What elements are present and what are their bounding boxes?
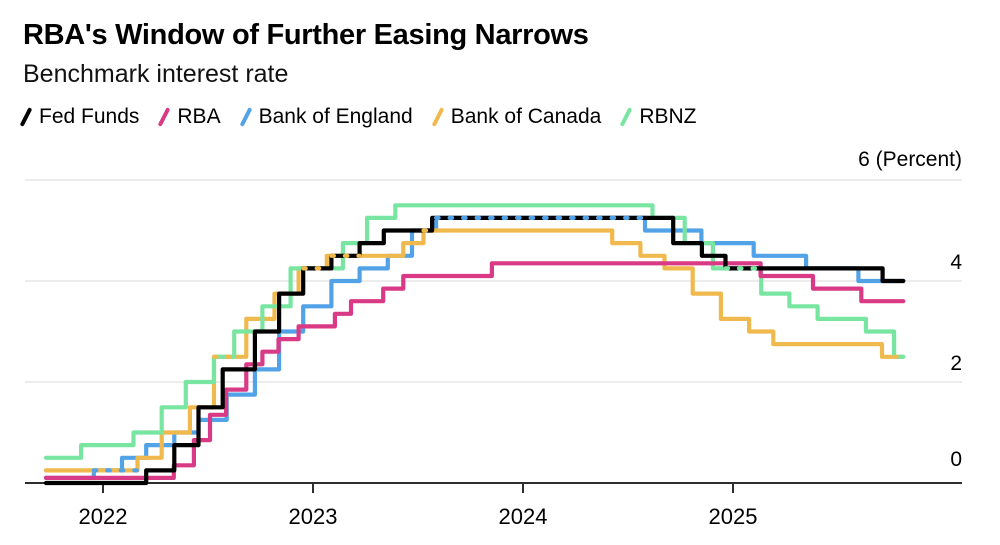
- legend-item-fed-funds[interactable]: Fed Funds: [19, 105, 140, 129]
- legend-item-bank-of-england[interactable]: Bank of England: [239, 105, 413, 129]
- y-label-6-percent: 6 (Percent): [858, 148, 962, 171]
- series-line-bank-of-england: [43, 215, 906, 480]
- legend-label-bank-of-england: Bank of England: [258, 105, 413, 128]
- y-axis-labels: 6 (Percent) 4 2 0: [858, 148, 962, 471]
- x-label-2023: 2023: [289, 504, 338, 529]
- series-line-fed-funds: [43, 215, 906, 486]
- y-label-4: 4: [950, 251, 962, 274]
- legend-label-fed-funds: Fed Funds: [39, 105, 140, 128]
- legend-item-rba[interactable]: RBA: [158, 105, 221, 129]
- legend-label-bank-of-canada: Bank of Canada: [450, 105, 602, 128]
- x-axis-labels: 2022 2023 2024 2025: [79, 504, 758, 529]
- x-label-2022: 2022: [79, 504, 128, 529]
- x-label-2025: 2025: [709, 504, 758, 529]
- legend-label-rbnz: RBNZ: [639, 105, 697, 128]
- y-label-0: 0: [950, 448, 962, 471]
- legend-item-rbnz[interactable]: RBNZ: [619, 105, 697, 129]
- chart-subtitle: Benchmark interest rate: [23, 60, 289, 88]
- series-line-bank-of-canada: [43, 228, 906, 473]
- x-label-2024: 2024: [499, 504, 548, 529]
- overlap-dash-markers: [91, 215, 906, 473]
- legend: Fed Funds RBA Bank of England Bank of Ca…: [19, 105, 697, 129]
- y-label-2: 2: [950, 352, 962, 375]
- legend-label-rba: RBA: [177, 105, 221, 128]
- series-line-rbnz: [43, 203, 906, 460]
- x-axis-ticks: [102, 484, 734, 493]
- legend-item-bank-of-canada[interactable]: Bank of Canada: [431, 105, 602, 129]
- series-lines: [43, 203, 906, 486]
- chart-title: RBA's Window of Further Easing Narrows: [23, 19, 589, 51]
- gridlines: [25, 179, 962, 383]
